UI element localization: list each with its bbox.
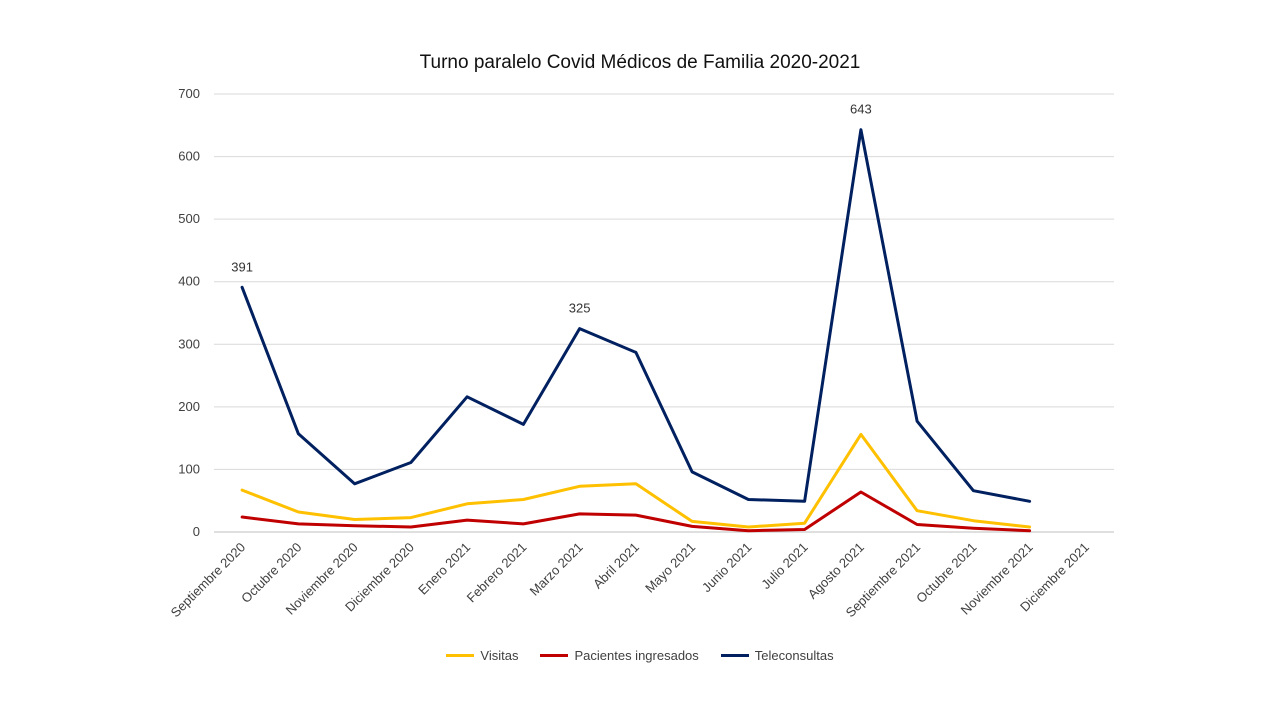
- data-label: 325: [569, 301, 591, 316]
- series-lines: [240, 128, 1032, 533]
- data-labels: 391 325 643: [231, 102, 871, 316]
- series-line-teleconsultas: [240, 128, 1032, 503]
- y-tick-label: 600: [178, 149, 200, 164]
- x-tick-label: Junio 2021: [699, 540, 755, 596]
- x-tick-label: Septiembre 2020: [168, 540, 249, 621]
- x-tick-label: Abril 2021: [590, 540, 642, 592]
- legend: Visitas Pacientes ingresados Teleconsultas: [0, 648, 1280, 663]
- y-tick-label: 500: [178, 211, 200, 226]
- x-tick-label: Febrero 2021: [464, 540, 530, 606]
- series-line-pacientes-ingresados: [240, 490, 1032, 533]
- legend-label: Teleconsultas: [754, 648, 834, 663]
- gridlines: [214, 93, 1114, 533]
- legend-swatch: [720, 654, 749, 657]
- legend-swatch: [446, 654, 475, 657]
- x-tick-label: Mayo 2021: [642, 540, 698, 596]
- legend-item: Teleconsultas: [720, 648, 834, 663]
- legend-swatch: [540, 654, 569, 657]
- data-label: 391: [231, 259, 253, 274]
- data-label: 643: [850, 102, 872, 117]
- y-tick-label: 400: [178, 274, 200, 289]
- y-tick-label: 0: [193, 524, 200, 539]
- legend-item: Pacientes ingresados: [540, 648, 699, 663]
- x-tick-label: Marzo 2021: [527, 540, 586, 599]
- legend-label: Visitas: [480, 648, 519, 663]
- y-tick-label: 700: [178, 86, 200, 101]
- x-tick-label: Julio 2021: [758, 540, 811, 593]
- y-tick-label: 200: [178, 399, 200, 414]
- x-tick-label: Agosto 2021: [805, 540, 867, 602]
- legend-item: Visitas: [446, 648, 518, 663]
- legend-label: Pacientes ingresados: [574, 648, 699, 663]
- series-line-visitas: [240, 432, 1032, 529]
- chart-title: Turno paralelo Covid Médicos de Familia …: [419, 52, 861, 73]
- y-tick-label: 100: [178, 461, 200, 476]
- x-tick-label: Enero 2021: [415, 540, 473, 598]
- y-tick-label: 300: [178, 336, 200, 351]
- y-axis-ticks: 0 100 200 300 400 500 600 700: [178, 86, 200, 539]
